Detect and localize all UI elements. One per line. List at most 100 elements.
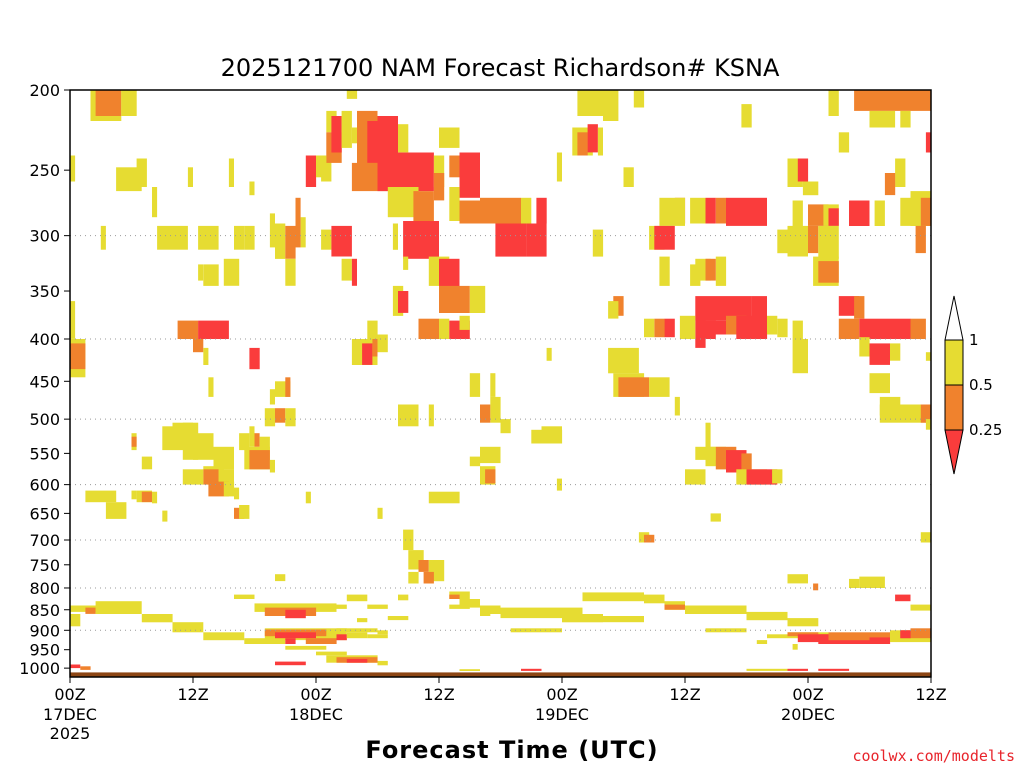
- x-tick-date-48: 19DEC: [535, 705, 589, 724]
- ri-cell-144: [890, 343, 901, 361]
- y-tick-label-450: 450: [29, 372, 60, 391]
- ri-cell-80: [603, 90, 619, 121]
- ri-cell-152: [70, 343, 86, 370]
- ri-cell-187: [490, 373, 496, 397]
- ri-cell-268: [787, 618, 819, 627]
- ri-cell-29: [398, 187, 419, 218]
- ri-cell-207: [259, 436, 270, 451]
- ri-cell-88: [828, 90, 839, 116]
- ri-cell-69: [715, 256, 727, 286]
- source-credit[interactable]: coolwx.com/modelts: [852, 747, 1015, 765]
- y-tick-label-300: 300: [29, 227, 60, 246]
- ri-cell-315: [818, 668, 850, 671]
- plot-frame: [69, 89, 932, 678]
- ri-cell-53: [234, 225, 245, 250]
- ri-cell-237: [377, 507, 383, 519]
- ri-cell-123: [767, 315, 778, 335]
- ri-cell-289: [357, 618, 368, 623]
- ri-cell-172: [618, 377, 650, 397]
- ri-cell-92: [925, 132, 931, 153]
- legend-label-0: 1: [969, 331, 979, 349]
- ri-cell-135: [792, 339, 808, 374]
- x-tick-label-24: 00Z: [300, 685, 331, 704]
- ri-cell-156: [193, 339, 204, 353]
- ri-cell-7: [187, 167, 193, 187]
- ri-cell-8: [228, 158, 234, 187]
- ri-cell-255: [234, 594, 255, 599]
- ri-cell-330: [792, 644, 798, 650]
- ri-cell-98: [895, 158, 906, 187]
- ri-cell-204: [285, 408, 296, 427]
- ri-cell-327: [910, 628, 931, 635]
- y-tick-label-950: 950: [29, 641, 60, 660]
- y-tick-label-700: 700: [29, 531, 60, 550]
- ri-cell-163: [367, 320, 378, 339]
- ri-cell-74: [690, 197, 706, 224]
- y-tick-label-900: 900: [29, 621, 60, 640]
- ri-cell-205: [249, 426, 255, 447]
- ri-cell-244: [403, 529, 414, 551]
- ri-cell-189: [480, 404, 491, 423]
- ri-cell-157: [203, 347, 209, 365]
- ri-cell-132: [613, 296, 624, 316]
- ri-cell-37: [521, 197, 532, 224]
- ri-cell-257: [398, 594, 409, 601]
- ri-cell-181: [746, 469, 778, 485]
- ri-cell-83: [577, 132, 588, 156]
- ri-cell-296: [285, 638, 296, 644]
- ri-cell-145: [869, 373, 890, 394]
- ri-cell-309: [377, 660, 388, 666]
- ri-cell-90: [869, 110, 896, 128]
- ri-cell-179: [741, 453, 752, 473]
- ri-cell-170: [608, 347, 639, 374]
- x-tick-date-24: 18DEC: [289, 705, 343, 724]
- ri-cell-224: [208, 481, 229, 497]
- ri-cell-147: [879, 404, 932, 423]
- ri-cell-84: [587, 124, 598, 153]
- ri-cell-93: [838, 132, 850, 153]
- ri-cell-58: [351, 258, 357, 286]
- gridlines: [70, 235, 931, 631]
- ri-cell-55: [269, 213, 275, 248]
- x-tick-date-72: 20DEC: [781, 705, 835, 724]
- ri-cell-110: [808, 225, 819, 254]
- ri-cell-47: [403, 256, 409, 270]
- ri-cell-303: [285, 645, 327, 650]
- ri-cell-236: [305, 491, 311, 504]
- ri-cell-26: [316, 155, 327, 178]
- ri-cell-173: [649, 377, 670, 397]
- ri-cell-59: [203, 264, 219, 286]
- x-tick-label-72: 00Z: [792, 685, 823, 704]
- ri-cell-312: [521, 668, 542, 671]
- ri-cell-34: [449, 187, 460, 221]
- ri-cell-323: [828, 632, 901, 641]
- ri-cell-276: [172, 622, 204, 633]
- ri-cell-275: [141, 614, 173, 623]
- ri-cell-49: [526, 223, 547, 257]
- ri-cell-281: [285, 609, 306, 619]
- ri-cell-200: [285, 377, 291, 397]
- ri-cell-142: [859, 337, 870, 357]
- x-tick-label-84: 12Z: [915, 685, 946, 704]
- ri-cell-86: [623, 167, 634, 187]
- ri-cell-221: [203, 469, 219, 485]
- ri-cell-183: [685, 469, 706, 485]
- ri-cell-288: [603, 616, 644, 623]
- ri-cell-75: [705, 197, 716, 224]
- ri-cell-253: [859, 576, 885, 588]
- ri-cell-318: [767, 634, 788, 639]
- ri-cell-164: [377, 334, 388, 353]
- ri-cell-196: [469, 456, 481, 467]
- ri-cell-222: [218, 469, 234, 485]
- ri-cell-161: [362, 343, 373, 365]
- ri-cell-117: [705, 258, 716, 281]
- ri-cell-206: [254, 433, 260, 447]
- ri-cell-301: [367, 634, 388, 639]
- ri-cell-324: [869, 637, 890, 644]
- ri-cell-186: [469, 373, 481, 397]
- ri-cell-140: [859, 318, 911, 339]
- ri-cell-4: [116, 167, 142, 192]
- ri-cell-320: [787, 632, 819, 637]
- ri-cell-269: [895, 594, 911, 602]
